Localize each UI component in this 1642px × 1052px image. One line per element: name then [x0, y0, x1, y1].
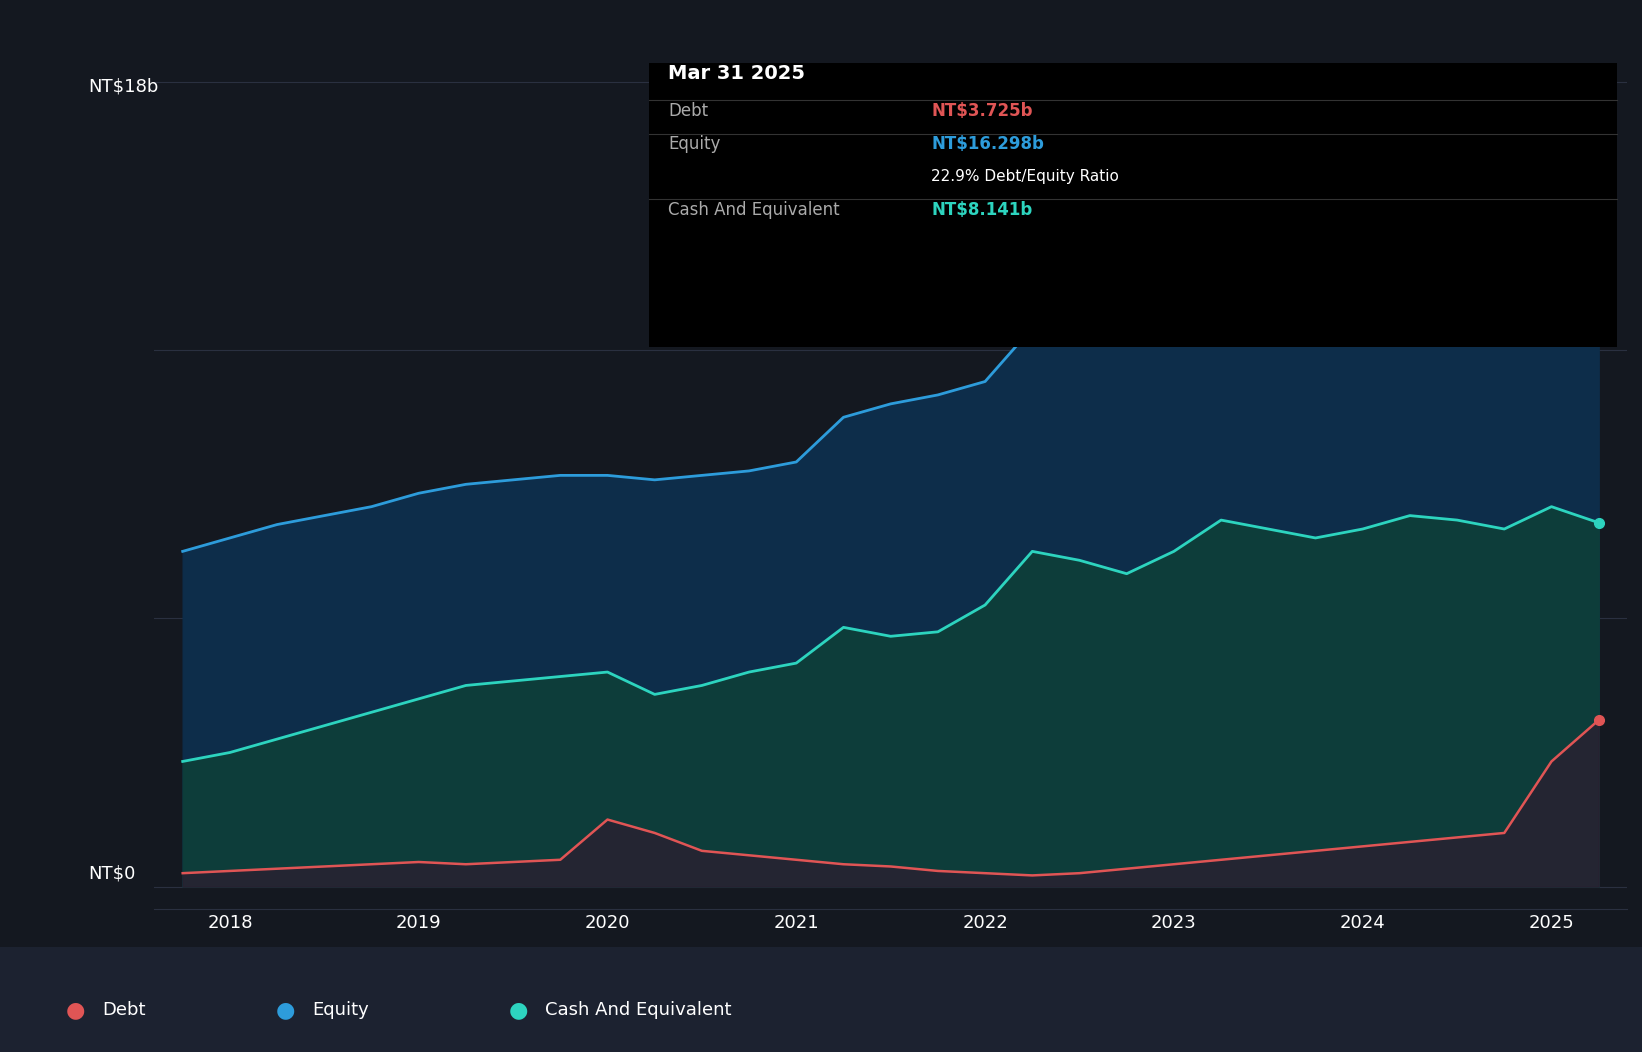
Text: Equity: Equity	[668, 136, 721, 154]
Text: Debt: Debt	[668, 102, 708, 120]
Text: NT$0: NT$0	[89, 864, 136, 883]
Text: ●: ●	[509, 999, 529, 1020]
Text: ●: ●	[66, 999, 85, 1020]
Text: ●: ●	[276, 999, 296, 1020]
Text: Cash And Equivalent: Cash And Equivalent	[545, 1000, 732, 1019]
Text: Cash And Equivalent: Cash And Equivalent	[668, 201, 841, 219]
Text: Debt: Debt	[102, 1000, 144, 1019]
Text: NT$8.141b: NT$8.141b	[931, 201, 1033, 219]
Text: Equity: Equity	[312, 1000, 369, 1019]
Text: Mar 31 2025: Mar 31 2025	[668, 64, 805, 83]
Text: NT$18b: NT$18b	[89, 78, 159, 96]
Text: NT$16.298b: NT$16.298b	[931, 136, 1044, 154]
Text: NT$3.725b: NT$3.725b	[931, 102, 1033, 120]
Text: 22.9% Debt/Equity Ratio: 22.9% Debt/Equity Ratio	[931, 169, 1118, 184]
